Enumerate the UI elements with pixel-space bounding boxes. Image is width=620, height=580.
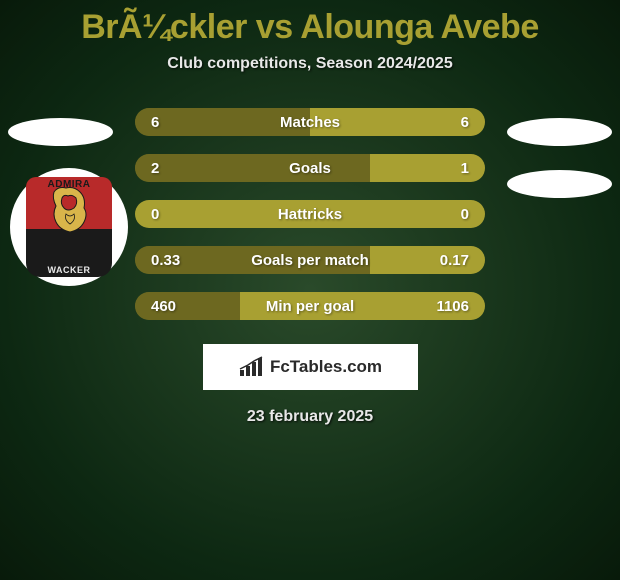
stat-right-value: 0.17 <box>440 252 469 269</box>
date-line: 23 february 2025 <box>0 408 620 426</box>
stat-left-value: 0 <box>151 206 159 223</box>
stat-row: 460 Min per goal 1106 <box>135 292 485 320</box>
stat-row: 0.33 Goals per match 0.17 <box>135 246 485 274</box>
stat-fill <box>135 154 370 182</box>
badge-bottom-text: WACKER <box>26 265 112 275</box>
chart-icon <box>238 356 264 378</box>
dragon-icon <box>46 184 92 236</box>
stat-right-value: 0 <box>461 206 469 223</box>
stat-label: Matches <box>280 114 340 131</box>
subtitle: Club competitions, Season 2024/2025 <box>0 55 620 73</box>
stat-label: Goals <box>289 160 331 177</box>
player-left-placeholder <box>8 118 113 146</box>
club-left-badge: ADMIRA WACKER <box>10 168 128 286</box>
stat-left-value: 0.33 <box>151 252 180 269</box>
stat-left-value: 2 <box>151 160 159 177</box>
stat-rows: 6 Matches 6 2 Goals 1 0 Hattricks 0 0.33 Goals per… <box>135 108 485 320</box>
player-right-placeholder <box>507 118 612 146</box>
page-title: BrÃ¼ckler vs Alounga Avebe <box>0 8 620 47</box>
stat-left-value: 6 <box>151 114 159 131</box>
stat-row: 0 Hattricks 0 <box>135 200 485 228</box>
stat-left-value: 460 <box>151 298 176 315</box>
club-right-placeholder <box>507 170 612 198</box>
stat-label: Goals per match <box>251 252 369 269</box>
stat-label: Min per goal <box>266 298 354 315</box>
stat-label: Hattricks <box>278 206 342 223</box>
fctables-logo[interactable]: FcTables.com <box>203 344 418 390</box>
stats-area: ADMIRA WACKER 6 Matches 6 2 Goals 1 0 Hattricks… <box>0 108 620 426</box>
stat-row: 6 Matches 6 <box>135 108 485 136</box>
stat-right-value: 1106 <box>436 298 469 315</box>
logo-text: FcTables.com <box>270 357 382 377</box>
stat-row: 2 Goals 1 <box>135 154 485 182</box>
stat-right-value: 1 <box>461 160 469 177</box>
stat-right-value: 6 <box>461 114 469 131</box>
